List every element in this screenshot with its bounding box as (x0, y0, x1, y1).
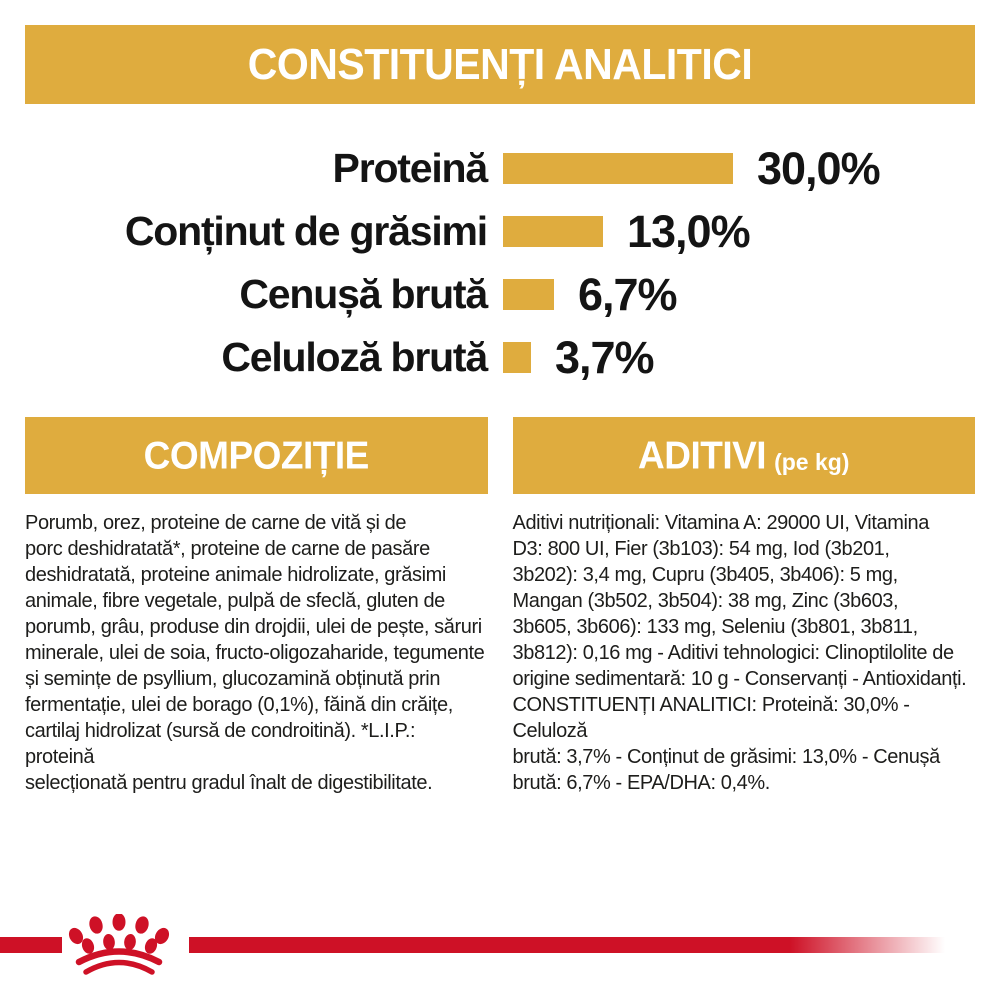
chart-bar (503, 216, 603, 247)
analytical-constituents-chart: Proteină 30,0% Conținut de grăsimi 13,0% Cen… (0, 137, 1000, 389)
chart-category-label: Proteină (332, 145, 489, 191)
chart-value-label: 3,7% (555, 331, 655, 383)
additives-text: Aditivi nutriționali: Vitamina A: 29000 … (512, 512, 967, 794)
chart-bar (503, 279, 554, 310)
additives-column: ADITIVI (pe kg) Aditivi nutriționali: Vi… (512, 417, 975, 796)
chart-bar (503, 153, 733, 184)
chart-category-label: Celuloză brută (221, 334, 488, 380)
additives-header-unit: (pe kg) (774, 449, 850, 475)
two-column-section: COMPOZIȚIE Porumb, orez, proteine de car… (25, 417, 975, 796)
analytical-constituents-banner: CONSTITUENȚI ANALITICI (25, 25, 975, 104)
composition-banner: COMPOZIȚIE (25, 417, 488, 494)
page-title: CONSTITUENȚI ANALITICI (247, 39, 753, 89)
composition-column: COMPOZIȚIE Porumb, orez, proteine de car… (25, 417, 488, 796)
chart-category-label: Conținut de grăsimi (124, 208, 488, 254)
brand-band (0, 937, 1000, 953)
chart-value-label: 30,0% (757, 142, 881, 194)
composition-header: COMPOZIȚIE (143, 433, 370, 477)
chart-row: Proteină 30,0% (0, 137, 1000, 200)
chart-row: Celuloză brută 3,7% (0, 326, 1000, 389)
composition-text: Porumb, orez, proteine de carne de vită … (25, 512, 485, 794)
royal-canin-crown-icon (68, 914, 170, 975)
chart-bar (503, 342, 531, 373)
additives-banner: ADITIVI (pe kg) (512, 417, 975, 494)
chart-value-label: 13,0% (627, 205, 751, 257)
chart-row: Conținut de grăsimi 13,0% (0, 200, 1000, 263)
chart-value-label: 6,7% (578, 268, 678, 320)
chart-row: Cenușă brută 6,7% (0, 263, 1000, 326)
chart-category-label: Cenușă brută (239, 271, 488, 317)
additives-header: ADITIVI (638, 433, 767, 477)
